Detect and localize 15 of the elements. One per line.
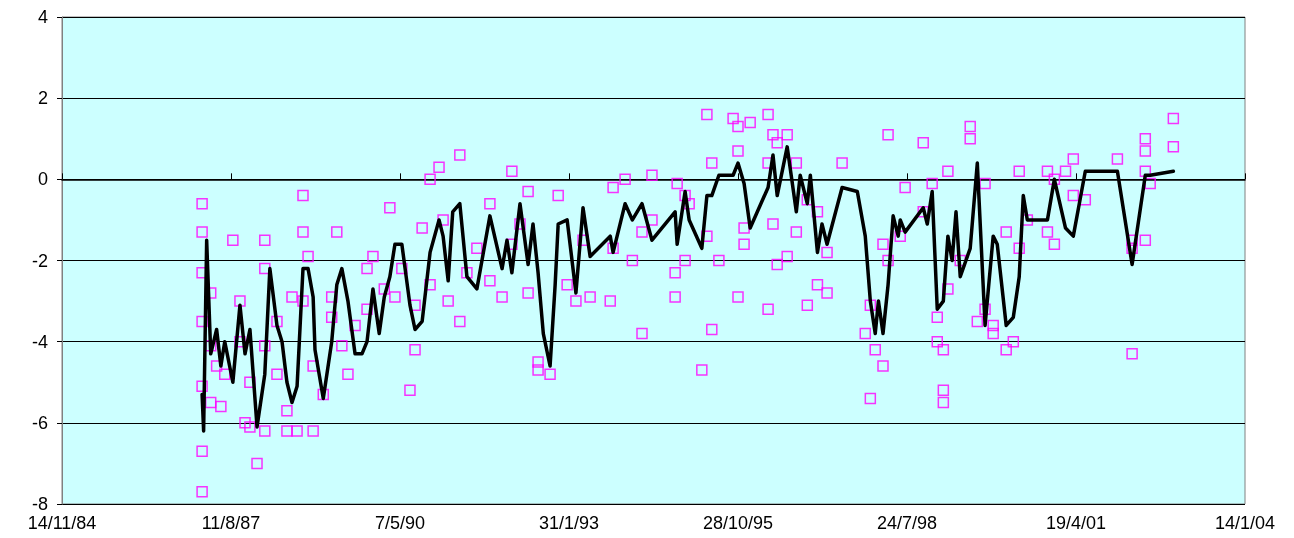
x-tick-label: 7/5/90 xyxy=(374,513,426,533)
y-tick-label: 4 xyxy=(37,7,48,27)
y-tick-label: -8 xyxy=(31,494,48,514)
x-tick-label: 19/4/01 xyxy=(1045,513,1107,533)
x-tick-label: 28/10/95 xyxy=(702,513,774,533)
x-tick-label: 31/1/93 xyxy=(538,513,600,533)
x-tick-label: 24/7/98 xyxy=(876,513,938,533)
y-tick-label: 0 xyxy=(37,169,48,190)
x-tick-label: 14/11/84 xyxy=(27,513,97,533)
x-tick-label: 14/1/04 xyxy=(1214,513,1276,533)
x-tick-label: 11/8/87 xyxy=(201,513,261,533)
y-tick-label: 2 xyxy=(37,88,48,109)
y-tick-label: -6 xyxy=(31,412,48,433)
y-tick-label: -2 xyxy=(31,250,48,271)
y-tick-label: -4 xyxy=(31,331,48,352)
